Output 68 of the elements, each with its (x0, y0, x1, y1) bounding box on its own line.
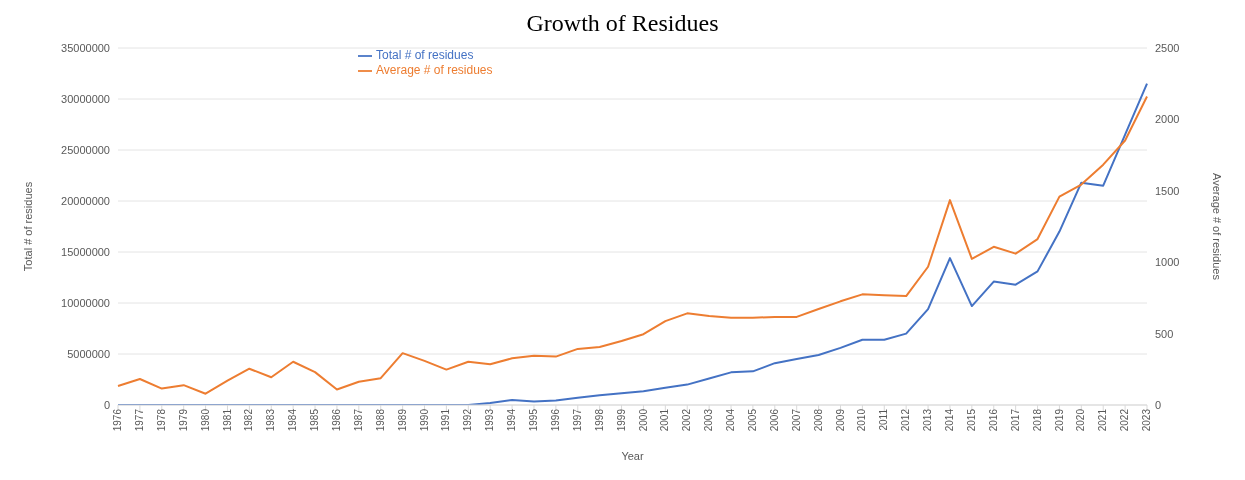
x-tick-label: 2015 (965, 408, 977, 432)
x-tick-label: 1999 (615, 408, 627, 432)
x-tick-label: 2022 (1119, 408, 1131, 432)
x-tick-label: 2001 (659, 408, 671, 432)
x-tick-label: 1990 (418, 408, 430, 432)
x-tick-label: 1998 (593, 408, 605, 432)
x-tick-label: 1991 (440, 408, 452, 432)
x-tick-label: 2019 (1053, 408, 1065, 432)
x-tick-label: 1989 (396, 408, 408, 432)
x-tick-label: 2018 (1031, 408, 1043, 432)
x-tick-label: 1992 (462, 408, 474, 432)
x-tick-label: 1993 (484, 408, 496, 432)
x-tick-label: 2010 (856, 408, 868, 432)
x-tick-label: 1984 (287, 408, 299, 432)
x-tick-label: 2005 (747, 408, 759, 432)
x-tick-label: 1980 (199, 408, 211, 432)
x-tick-label: 1976 (112, 408, 124, 432)
x-tick-label: 2007 (790, 408, 802, 432)
x-tick-label: 2021 (1097, 408, 1109, 432)
x-tick-label: 1996 (549, 408, 561, 432)
y2-tick-label: 2500 (1155, 41, 1180, 54)
x-tick-label: 1997 (571, 408, 583, 432)
x-tick-label: 2016 (987, 408, 999, 432)
x-tick-label: 2014 (944, 408, 956, 432)
y2-tick-label: 1500 (1155, 184, 1180, 197)
x-tick-label: 1985 (309, 408, 321, 432)
y-axis-title: Total # of residues (21, 181, 34, 272)
x-tick-label: 2004 (725, 408, 737, 432)
x-tick-label: 2013 (922, 408, 934, 432)
legend-label: Average # of residues (376, 62, 493, 77)
y-tick-label: 25000000 (61, 143, 110, 156)
y2-axis-title: Average # of residues (1211, 173, 1224, 281)
x-tick-label: 2017 (1009, 408, 1021, 432)
y-tick-label: 15000000 (61, 245, 110, 258)
chart-title: Growth of Residues (525, 9, 720, 38)
x-tick-label: 1983 (265, 408, 277, 432)
x-tick-label: 1988 (374, 408, 386, 432)
x-tick-label: 2009 (834, 408, 846, 432)
x-tick-label: 2006 (768, 408, 780, 432)
y2-tick-label: 1000 (1155, 256, 1180, 269)
x-tick-label: 2003 (703, 408, 715, 432)
y-tick-label: 10000000 (61, 296, 110, 309)
x-tick-label: 2023 (1141, 408, 1153, 432)
x-tick-label: 2020 (1075, 408, 1087, 432)
x-tick-label: 2011 (878, 408, 890, 431)
x-axis-title: Year (621, 450, 644, 462)
x-tick-label: 1982 (243, 408, 255, 432)
y-tick-label: 35000000 (61, 41, 110, 54)
y-tick-label: 5000000 (67, 347, 110, 360)
x-tick-label: 2000 (637, 408, 649, 432)
x-tick-label: 2012 (900, 408, 912, 432)
x-tick-label: 1978 (155, 408, 167, 432)
y-tick-label: 0 (103, 398, 110, 411)
x-tick-label: 1994 (506, 408, 518, 432)
y2-tick-label: 0 (1155, 398, 1162, 411)
x-tick-label: 1977 (133, 408, 145, 432)
x-tick-label: 2008 (812, 408, 824, 432)
x-tick-label: 1981 (221, 408, 233, 432)
y2-tick-label: 500 (1155, 327, 1174, 340)
y-tick-label: 20000000 (61, 194, 110, 207)
legend-label: Total # of residues (376, 48, 474, 62)
x-tick-label: 1979 (177, 408, 189, 432)
y-tick-label: 30000000 (61, 92, 110, 105)
y2-tick-label: 2000 (1155, 113, 1180, 126)
x-tick-label: 2002 (681, 408, 693, 432)
x-tick-label: 1987 (352, 408, 364, 432)
x-tick-label: 1995 (528, 408, 540, 432)
x-tick-label: 1986 (331, 408, 343, 432)
